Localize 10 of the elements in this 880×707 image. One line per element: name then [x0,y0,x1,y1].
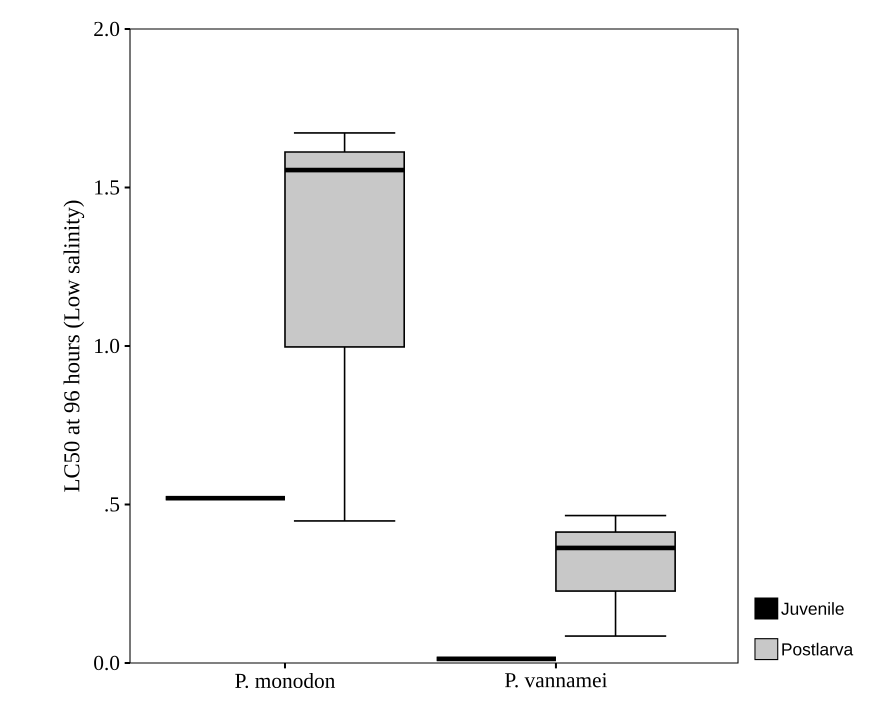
y-tick-label: 0.0 [94,656,120,670]
legend-label: Postlarva [782,642,854,656]
x-tick-label: P. vannamei [504,673,608,688]
y-tick-label: 1.5 [95,180,120,195]
legend-label: Juvenile [781,602,844,615]
y-tick-label: 2.0 [94,22,120,36]
y-tick-label: .5 [105,497,120,512]
x-tick-label: P. monodon [235,673,336,688]
y-axis-title: LC50 at 96 hours (Low salinity) [64,200,84,492]
y-tick-label: 1.0 [95,338,120,354]
